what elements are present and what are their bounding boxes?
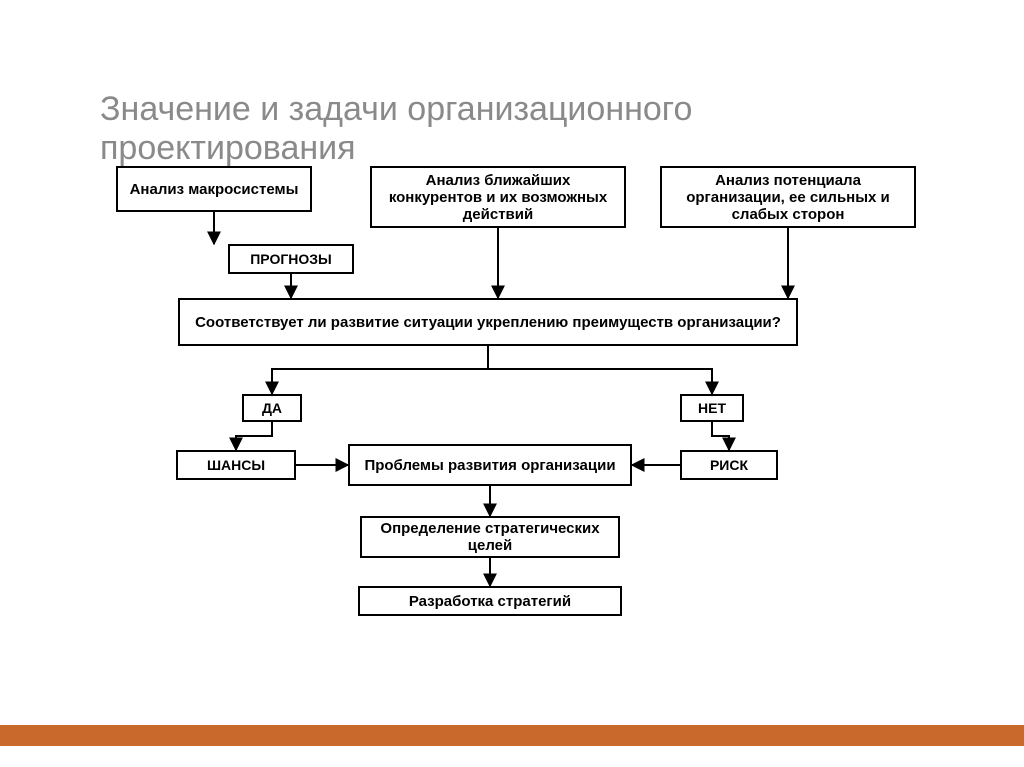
node-chances-label: ШАНСЫ (207, 457, 265, 473)
node-yes: ДА (242, 394, 302, 422)
node-no-label: НЕТ (698, 400, 726, 416)
node-forecasts-label: ПРОГНОЗЫ (250, 251, 332, 267)
edge-6 (488, 369, 712, 394)
node-competitors: Анализ ближайших конкурентов и их возмож… (370, 166, 626, 228)
node-macro: Анализ макросистемы (116, 166, 312, 212)
node-forecasts: ПРОГНОЗЫ (228, 244, 354, 274)
node-question: Соответствует ли развитие ситуации укреп… (178, 298, 798, 346)
node-potential: Анализ потенциала организации, ее сильны… (660, 166, 916, 228)
node-macro-label: Анализ макросистемы (130, 181, 299, 198)
node-strategy-label: Разработка стратегий (409, 593, 571, 610)
node-strategy: Разработка стратегий (358, 586, 622, 616)
footer-bar (0, 725, 1024, 767)
edge-8 (712, 422, 729, 450)
node-question-label: Соответствует ли развитие ситуации укреп… (195, 314, 781, 331)
node-chances: ШАНСЫ (176, 450, 296, 480)
node-competitors-label: Анализ ближайших конкурентов и их возмож… (378, 172, 618, 223)
node-yes-label: ДА (262, 400, 282, 416)
slide-title: Значение и задачи организационного проек… (100, 90, 860, 168)
node-no: НЕТ (680, 394, 744, 422)
node-problems-label: Проблемы развития организации (364, 457, 615, 474)
node-problems: Проблемы развития организации (348, 444, 632, 486)
node-goals: Определение стратегических целей (360, 516, 620, 558)
edge-5 (272, 369, 488, 394)
edge-7 (236, 422, 272, 450)
node-goals-label: Определение стратегических целей (368, 520, 612, 554)
node-risk: РИСК (680, 450, 778, 480)
node-risk-label: РИСК (710, 457, 748, 473)
node-potential-label: Анализ потенциала организации, ее сильны… (668, 172, 908, 223)
